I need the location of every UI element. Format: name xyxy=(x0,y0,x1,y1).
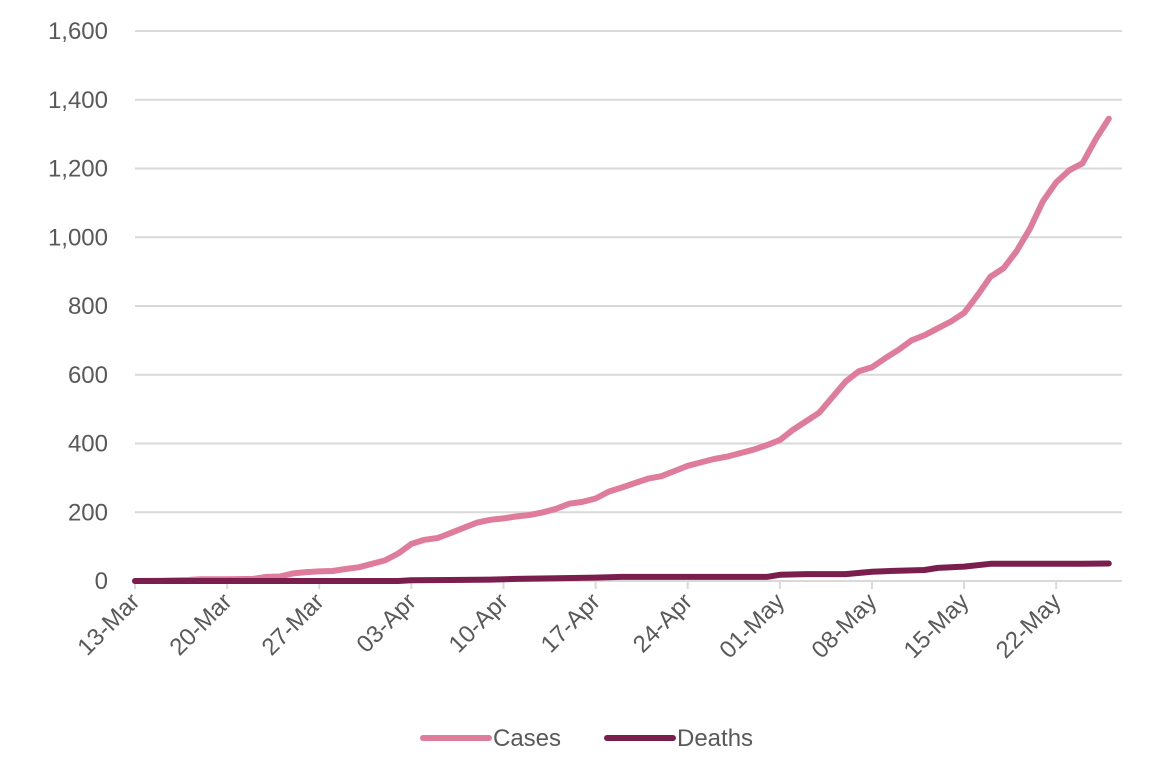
legend-item-deaths: Deaths xyxy=(604,725,753,752)
y-tick-label: 1,000 xyxy=(48,224,108,251)
x-tick-label: 24-Apr xyxy=(628,588,698,658)
legend: Cases Deaths xyxy=(420,725,753,752)
x-tick-label: 22-May xyxy=(991,588,1067,664)
series-line-deaths xyxy=(132,560,1112,584)
legend-label: Deaths xyxy=(677,725,753,752)
x-tick-label: 27-Mar xyxy=(257,588,330,661)
x-tick-label: 10-Apr xyxy=(444,588,514,658)
x-axis: 13-Mar 20-Mar 27-Mar 03-Apr 10-Apr 17-Apr 24-A… xyxy=(72,580,1122,664)
grid-lines xyxy=(135,30,1122,582)
y-tick-label: 1,200 xyxy=(48,156,108,183)
legend-label: Cases xyxy=(493,725,561,752)
series-lines xyxy=(132,115,1112,584)
y-tick-label: 1,400 xyxy=(48,87,108,114)
y-tick-label: 1,600 xyxy=(48,18,108,45)
x-tick-label: 20-Mar xyxy=(165,588,238,661)
y-tick-label: 800 xyxy=(68,293,108,320)
legend-item-cases: Cases xyxy=(420,725,561,752)
y-tick-label: 600 xyxy=(68,362,108,389)
series-line-cases xyxy=(132,115,1112,584)
y-tick-label: 200 xyxy=(68,499,108,526)
y-tick-label: 0 xyxy=(95,568,108,595)
x-tick-label: 01-May xyxy=(714,588,790,664)
y-axis-tick-labels: 0 200 400 600 800 1,000 1,200 1,400 1,600 xyxy=(48,18,108,595)
x-tick-label: 13-Mar xyxy=(72,588,145,661)
x-tick-label: 17-Apr xyxy=(536,588,606,658)
y-tick-label: 400 xyxy=(68,431,108,458)
x-tick-label: 08-May xyxy=(807,588,883,664)
x-tick-label: 15-May xyxy=(899,588,975,664)
x-tick-label: 03-Apr xyxy=(352,588,422,658)
